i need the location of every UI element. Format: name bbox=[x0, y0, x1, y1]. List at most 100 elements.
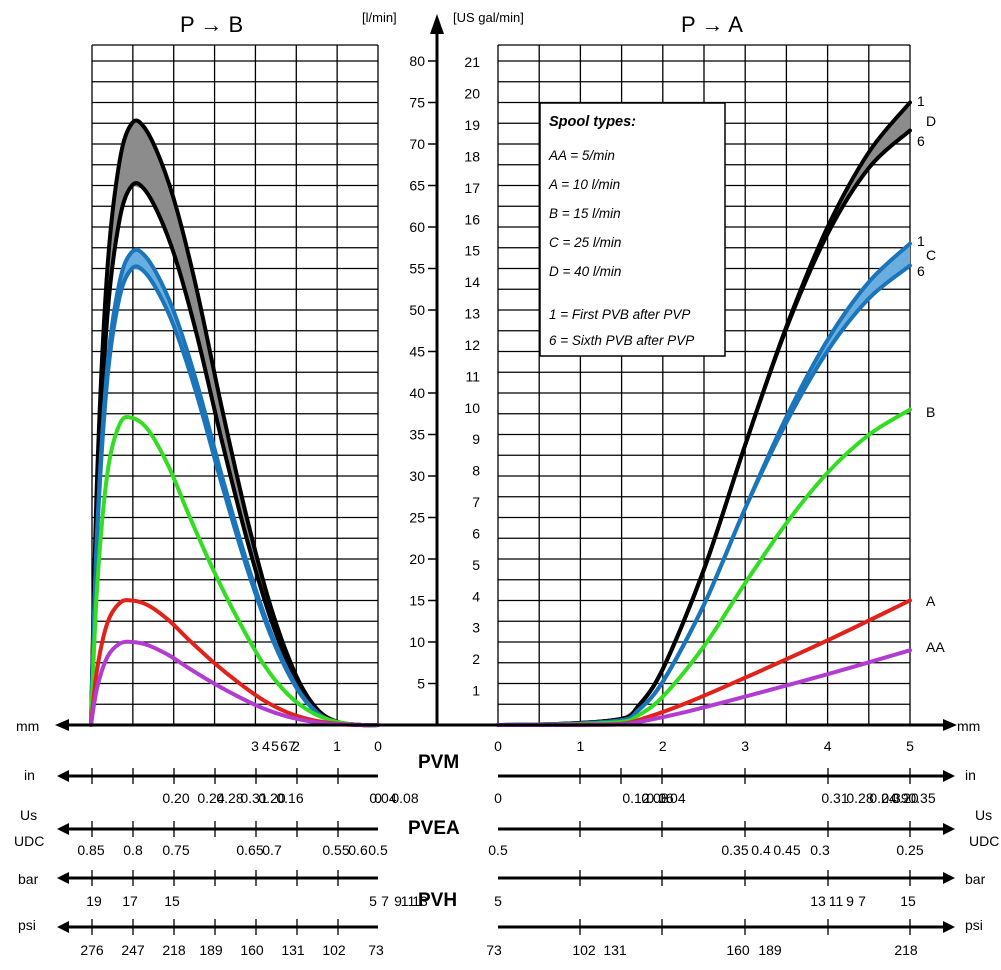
bar-label-left: 15 bbox=[164, 893, 180, 909]
curve-c-left-6 bbox=[89, 264, 380, 728]
bar-label-right: 7 bbox=[858, 893, 866, 909]
label-mm-right: mm bbox=[957, 718, 980, 734]
y-tick-label-gal: 17 bbox=[464, 180, 480, 196]
y-tick-label-gal: 21 bbox=[464, 54, 480, 70]
unit-gal: [US gal/min] bbox=[453, 10, 524, 25]
mm-tick-right: 1 bbox=[577, 738, 585, 754]
title-p-to-a: P → A bbox=[681, 12, 743, 37]
y-tick-label-gal: 2 bbox=[472, 651, 480, 667]
in-label-right: 0.16 bbox=[646, 790, 673, 806]
mm-tick-right: 0 bbox=[494, 738, 502, 754]
mm-tick-left: 6 bbox=[280, 738, 288, 754]
legend-line: AA = 5/min bbox=[548, 148, 615, 163]
y-tick-label-gal: 10 bbox=[464, 400, 480, 416]
bar-axis-right-arrow-icon bbox=[943, 872, 955, 884]
pvea-axis-right-arrow-icon bbox=[943, 823, 955, 835]
y-tick-label-gal: 13 bbox=[464, 306, 480, 322]
legend-line: 1 = First PVB after PVP bbox=[549, 307, 690, 322]
in-label-left: 0.28 bbox=[216, 790, 243, 806]
label-us-left: Us bbox=[20, 807, 37, 823]
psi-label-right: 189 bbox=[758, 942, 782, 958]
in-label-left: 0.20 bbox=[162, 790, 189, 806]
in-axis-left-arrow-icon bbox=[57, 770, 69, 782]
label-b: B bbox=[926, 404, 935, 420]
y-tick-label-gal: 16 bbox=[464, 211, 480, 227]
mm-tick-right: 4 bbox=[824, 738, 832, 754]
mm-tick-left: 4 bbox=[262, 738, 270, 754]
label-a: A bbox=[926, 593, 936, 609]
pvea-label-right: 0.45 bbox=[773, 842, 800, 858]
label-bar-right: bar bbox=[965, 871, 986, 887]
band-d-left bbox=[91, 120, 378, 726]
bar-label-right: 5 bbox=[494, 893, 502, 909]
legend-line: A = 10 l/min bbox=[548, 177, 620, 192]
y-tick-label-gal: 7 bbox=[472, 494, 480, 510]
in-label-right: 0.04 bbox=[658, 790, 685, 806]
pvea-label-left: 0.7 bbox=[262, 842, 282, 858]
y-tick-label: 35 bbox=[409, 427, 425, 443]
bar-label-left: 9 bbox=[394, 893, 402, 909]
mm-axis-left-arrow-icon bbox=[55, 719, 69, 731]
psi-label-left: 160 bbox=[240, 942, 264, 958]
legend: Spool types: AA = 5/min A = 10 l/min B =… bbox=[539, 102, 726, 357]
in-label-left: 0.20 bbox=[258, 790, 285, 806]
bar-label-right: 9 bbox=[846, 893, 854, 909]
mm-tick-right: 3 bbox=[741, 738, 749, 754]
y-tick-label: 10 bbox=[409, 634, 425, 650]
y-tick-label: 80 bbox=[409, 53, 425, 69]
y-tick-label-gal: 1 bbox=[472, 683, 480, 699]
y-tick-label-gal: 15 bbox=[464, 243, 480, 259]
bar-label-right: 13 bbox=[810, 893, 826, 909]
y-tick-label: 65 bbox=[409, 178, 425, 194]
mm-tick-right: 5 bbox=[906, 738, 914, 754]
pvea-label-right: 0.35 bbox=[721, 842, 748, 858]
y-tick-label-gal: 18 bbox=[464, 148, 480, 164]
y-tick-label: 15 bbox=[409, 593, 425, 609]
label-aa: AA bbox=[926, 639, 945, 655]
y-tick-label-gal: 12 bbox=[464, 337, 480, 353]
curve-d-left-1 bbox=[89, 118, 380, 728]
left-grid bbox=[91, 44, 379, 726]
legend-line: C = 25 l/min bbox=[549, 235, 621, 250]
pvea-label-left: 0.55 bbox=[322, 842, 349, 858]
pvea-label-right: 0.25 bbox=[896, 842, 923, 858]
legend-line: B = 15 l/min bbox=[549, 206, 621, 221]
y-tick-label: 5 bbox=[417, 676, 425, 692]
mm-tick-left: 1 bbox=[333, 738, 341, 754]
y-tick-label-gal: 6 bbox=[472, 525, 480, 541]
curves bbox=[89, 100, 912, 728]
y-tick-label-gal: 4 bbox=[472, 588, 480, 604]
mm-tick-left: 7 bbox=[288, 738, 296, 754]
y-ticks-lmin: 5 10 15 20 25 30 35 40 45 50 55 60 65 70 75 80 bbox=[409, 53, 437, 692]
y-tick-label-gal: 3 bbox=[472, 620, 480, 636]
label-d-1: 1 bbox=[917, 93, 925, 109]
pvea-label-right: 0.5 bbox=[488, 842, 508, 858]
pvea-label-right: 0.4 bbox=[751, 842, 771, 858]
label-bar-left: bar bbox=[18, 871, 39, 887]
y-tick-label: 75 bbox=[409, 95, 425, 111]
pvea-label-left: 0.5 bbox=[368, 842, 388, 858]
pvea-label-left: 0.75 bbox=[162, 842, 189, 858]
psi-label-right: 218 bbox=[894, 942, 918, 958]
y-tick-label-gal: 8 bbox=[472, 463, 480, 479]
psi-label-left: 73 bbox=[368, 942, 384, 958]
mm-tick-left: 0 bbox=[374, 738, 382, 754]
in-label-right: 0.20 bbox=[891, 790, 918, 806]
band-d-right bbox=[498, 102, 910, 725]
psi-label-left: 247 bbox=[121, 942, 145, 958]
pvea-axis-left-arrow-icon bbox=[57, 823, 69, 835]
bar-axis-left-arrow-icon bbox=[57, 872, 69, 884]
in-label-right: 0.35 bbox=[908, 790, 935, 806]
mm-tick-left: 3 bbox=[251, 738, 259, 754]
label-d-6: 6 bbox=[917, 133, 925, 149]
pvea-label-left: 0.85 bbox=[77, 842, 104, 858]
in-axis-right-arrow-icon bbox=[943, 770, 955, 782]
y-tick-label-gal: 5 bbox=[472, 557, 480, 573]
mm-tick-left: 5 bbox=[271, 738, 279, 754]
legend-title: Spool types: bbox=[549, 114, 636, 130]
psi-axis-right-arrow-icon bbox=[943, 921, 955, 933]
mm-tick-left: 2 bbox=[292, 738, 300, 754]
mm-axis-right-arrow-icon bbox=[943, 719, 957, 731]
